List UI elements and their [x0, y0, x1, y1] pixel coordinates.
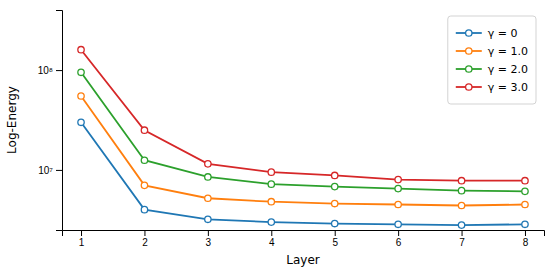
tick-mark	[335, 230, 336, 236]
tick-label: 10⁷	[38, 165, 53, 176]
y-axis: 10⁷ 10⁸	[38, 11, 63, 231]
tick: 8	[523, 230, 529, 248]
data-point	[141, 182, 147, 188]
legend-label: γ = 0	[488, 27, 518, 40]
tick: 6	[396, 230, 402, 248]
data-point	[458, 202, 464, 208]
tick-label: 6	[396, 237, 402, 248]
data-point	[458, 222, 464, 228]
legend-label: γ = 3.0	[488, 81, 528, 94]
series	[78, 93, 528, 209]
data-point	[268, 181, 274, 187]
data-point	[332, 172, 338, 178]
tick-mark	[271, 230, 272, 236]
series-line	[81, 96, 525, 205]
x-axis: 1 2 3 4 5 6 7 8	[63, 230, 545, 248]
tick-label: 4	[269, 237, 275, 248]
legend-marker	[466, 48, 472, 54]
legend-item: γ = 2.0	[456, 63, 528, 76]
data-point	[78, 47, 84, 53]
legend-item: γ = 3.0	[456, 81, 528, 94]
tick-label: 2	[142, 237, 148, 248]
data-point	[205, 195, 211, 201]
legend-box	[448, 16, 536, 104]
data-point	[522, 201, 528, 207]
legend: γ = 0 γ = 1.0 γ = 2.0 γ = 3.0	[448, 16, 536, 104]
data-point	[141, 157, 147, 163]
data-point	[395, 176, 401, 182]
legend-marker	[466, 84, 472, 90]
legend-label: γ = 2.0	[488, 63, 528, 76]
data-point	[205, 161, 211, 167]
tick-mark	[144, 230, 145, 236]
tick: 2	[142, 230, 148, 248]
legend-marker	[466, 66, 472, 72]
data-point	[522, 177, 528, 183]
series-line	[81, 50, 525, 181]
chart: 1 2 3 4 5 6 7 8 10⁷ 10⁸ Layer Log-Energy γ = 0 γ = 1.…	[0, 0, 558, 272]
data-point	[78, 93, 84, 99]
legend-marker	[466, 30, 472, 36]
data-point	[522, 221, 528, 227]
tick: 1	[79, 230, 85, 248]
data-point	[141, 206, 147, 212]
data-point	[458, 177, 464, 183]
tick: 3	[206, 230, 212, 248]
data-point	[332, 183, 338, 189]
data-point	[205, 174, 211, 180]
tick: 4	[269, 230, 275, 248]
tick-label: 3	[206, 237, 212, 248]
tick-label: 1	[79, 237, 85, 248]
legend-item: γ = 0	[456, 27, 518, 40]
data-point	[522, 188, 528, 194]
tick: 10⁸	[38, 65, 62, 76]
data-point	[268, 219, 274, 225]
tick-mark	[525, 230, 526, 236]
tick: 10⁷	[38, 165, 62, 176]
data-point	[395, 221, 401, 227]
tick-mark	[56, 70, 62, 71]
axis-line	[56, 11, 63, 231]
tick-label: 8	[523, 237, 529, 248]
tick-label: 7	[459, 237, 465, 248]
data-point	[78, 69, 84, 75]
tick-mark	[81, 230, 82, 236]
tick-mark	[208, 230, 209, 236]
data-point	[458, 187, 464, 193]
y-axis-title: Log-Energy	[5, 86, 19, 154]
data-point	[395, 185, 401, 191]
chart-container: 1 2 3 4 5 6 7 8 10⁷ 10⁸ Layer Log-Energy γ = 0 γ = 1.…	[0, 0, 558, 272]
data-point	[395, 201, 401, 207]
legend-item: γ = 1.0	[456, 45, 528, 58]
tick-mark	[56, 170, 62, 171]
data-point	[268, 169, 274, 175]
tick-label: 5	[332, 237, 338, 248]
legend-label: γ = 1.0	[488, 45, 528, 58]
tick: 7	[459, 230, 465, 248]
x-axis-title: Layer	[286, 253, 320, 267]
axis-line	[63, 231, 545, 237]
data-point	[332, 200, 338, 206]
data-point	[78, 119, 84, 125]
tick-mark	[398, 230, 399, 236]
tick: 5	[332, 230, 338, 248]
tick-mark	[462, 230, 463, 236]
data-point	[141, 127, 147, 133]
tick-label: 10⁸	[38, 65, 53, 76]
data-point	[268, 199, 274, 205]
data-point	[205, 216, 211, 222]
data-point	[332, 220, 338, 226]
